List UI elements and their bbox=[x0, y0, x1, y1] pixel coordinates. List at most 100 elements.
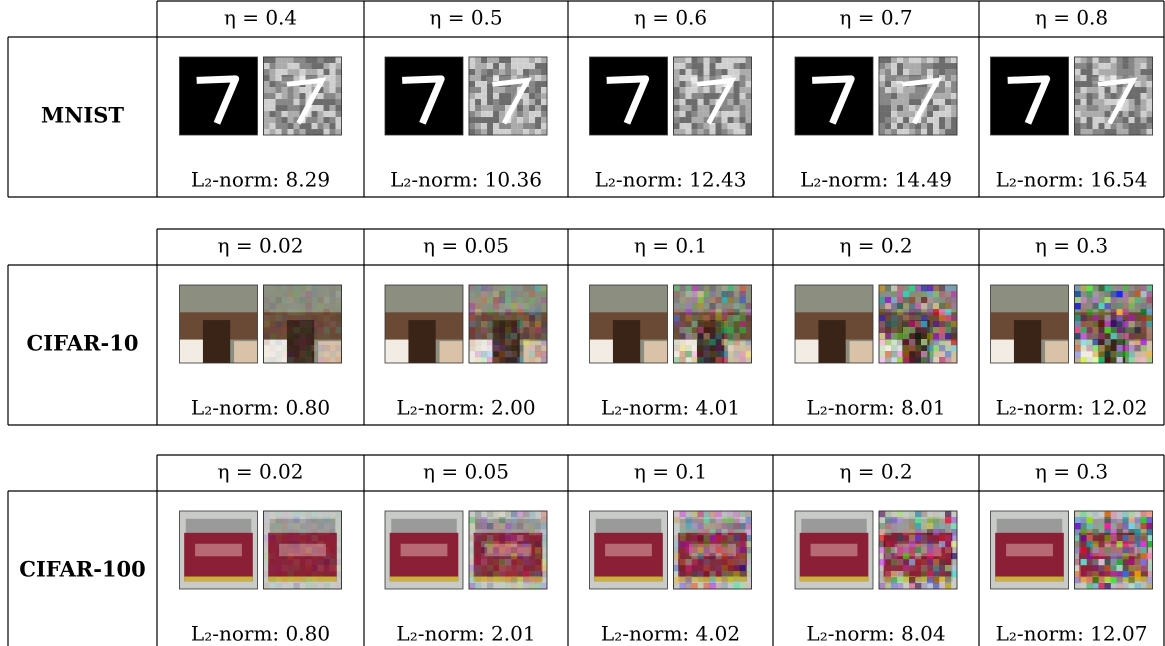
noise-cell bbox=[921, 571, 928, 578]
noise-cell bbox=[897, 81, 904, 88]
noise-cell bbox=[1092, 123, 1099, 130]
noise-cell bbox=[311, 75, 318, 82]
noise-cell bbox=[679, 577, 686, 584]
noise-cell bbox=[697, 529, 704, 536]
noise-cell bbox=[679, 541, 686, 548]
noise-cell bbox=[505, 511, 512, 518]
norm-label: L₂-norm: 4.02 bbox=[601, 622, 740, 646]
noise-cell bbox=[697, 99, 704, 106]
noise-cell bbox=[739, 129, 746, 136]
noise-cell bbox=[299, 309, 306, 316]
noise-cell bbox=[505, 129, 512, 136]
noise-cell bbox=[1092, 517, 1099, 524]
noise-cell bbox=[299, 129, 306, 136]
noise-cell bbox=[481, 75, 488, 82]
noise-cell bbox=[1086, 357, 1093, 364]
noise-cell bbox=[318, 315, 324, 321]
noise-cell bbox=[891, 327, 898, 334]
noise-cell bbox=[879, 81, 886, 88]
norm-label: L₂-norm: 4.01 bbox=[601, 396, 740, 420]
norm-label: L₂-norm: 16.54 bbox=[996, 168, 1148, 192]
noise-cell bbox=[885, 123, 892, 130]
noise-cell bbox=[721, 565, 728, 572]
noise-cell bbox=[317, 357, 324, 364]
noise-cell bbox=[951, 93, 958, 100]
noise-cell bbox=[511, 511, 518, 518]
noise-cell bbox=[481, 315, 488, 322]
noise-cell bbox=[529, 75, 536, 82]
noise-cell bbox=[1134, 63, 1141, 70]
noise-cell bbox=[897, 303, 904, 310]
noise-cell bbox=[469, 81, 476, 88]
noise-cell bbox=[939, 577, 946, 584]
photo-part bbox=[179, 339, 203, 363]
noise-cell bbox=[915, 285, 922, 292]
noise-cell bbox=[1146, 529, 1153, 536]
noise-cell bbox=[909, 123, 916, 130]
photo-part bbox=[849, 341, 873, 363]
noise-cell bbox=[263, 583, 270, 590]
noise-cell bbox=[939, 285, 946, 292]
noise-cell bbox=[535, 517, 542, 524]
noise-cell bbox=[1135, 577, 1141, 583]
noise-cell bbox=[673, 297, 680, 304]
noise-cell bbox=[1092, 63, 1099, 70]
noise-cell bbox=[1080, 571, 1087, 578]
noise-cell bbox=[915, 105, 922, 112]
noise-cell bbox=[263, 553, 270, 560]
noise-cell bbox=[523, 69, 530, 76]
noise-cell bbox=[499, 105, 506, 112]
noise-cell bbox=[511, 523, 518, 530]
noise-cell bbox=[721, 529, 728, 536]
noise-cell bbox=[903, 99, 910, 106]
noise-cell bbox=[921, 315, 928, 322]
noise-cell bbox=[879, 553, 886, 560]
noise-cell bbox=[727, 129, 734, 136]
noise-cell bbox=[679, 87, 686, 94]
noise-cell bbox=[709, 583, 716, 590]
noise-cell bbox=[469, 577, 476, 584]
noise-cell bbox=[469, 547, 476, 554]
noise-cell bbox=[697, 75, 704, 82]
noise-cell bbox=[951, 535, 958, 542]
noise-cell bbox=[709, 57, 716, 64]
noise-cell bbox=[305, 553, 312, 560]
noise-cell bbox=[475, 285, 482, 292]
digit bbox=[1007, 75, 1051, 125]
noise-cell bbox=[264, 351, 270, 357]
noise-cell bbox=[317, 105, 324, 112]
noise-cell bbox=[481, 571, 488, 578]
noise-cell bbox=[945, 571, 952, 578]
noise-cell bbox=[541, 351, 548, 358]
noise-cell bbox=[1122, 529, 1129, 536]
noise-cell bbox=[469, 123, 476, 130]
noise-cell bbox=[288, 511, 294, 517]
noise-cell bbox=[1140, 81, 1147, 88]
noise-cell bbox=[335, 93, 342, 100]
noise-cell bbox=[945, 541, 952, 548]
noise-cell bbox=[897, 327, 904, 334]
noise-cell bbox=[891, 123, 898, 130]
noise-cell bbox=[505, 571, 512, 578]
photo-part bbox=[195, 543, 242, 557]
noise-cell bbox=[529, 351, 536, 358]
noise-cell bbox=[685, 577, 692, 584]
noise-cell bbox=[897, 517, 904, 524]
noise-cell bbox=[311, 511, 318, 518]
noise-cell bbox=[691, 303, 698, 310]
noise-cell bbox=[691, 309, 698, 316]
noise-cell bbox=[909, 357, 916, 364]
noise-cell bbox=[703, 111, 710, 118]
noise-cell bbox=[1086, 75, 1093, 82]
noise-cell bbox=[535, 511, 541, 517]
noise-cell bbox=[921, 321, 928, 328]
noise-cell bbox=[529, 297, 536, 304]
noise-cell bbox=[1122, 565, 1129, 572]
noise-cell bbox=[1080, 357, 1087, 364]
noise-cell bbox=[1098, 69, 1105, 76]
noise-cell bbox=[323, 93, 330, 100]
noise-cell bbox=[1104, 583, 1111, 590]
noise-cell bbox=[915, 345, 922, 352]
noise-cell bbox=[703, 297, 710, 304]
noise-cell bbox=[945, 111, 952, 118]
